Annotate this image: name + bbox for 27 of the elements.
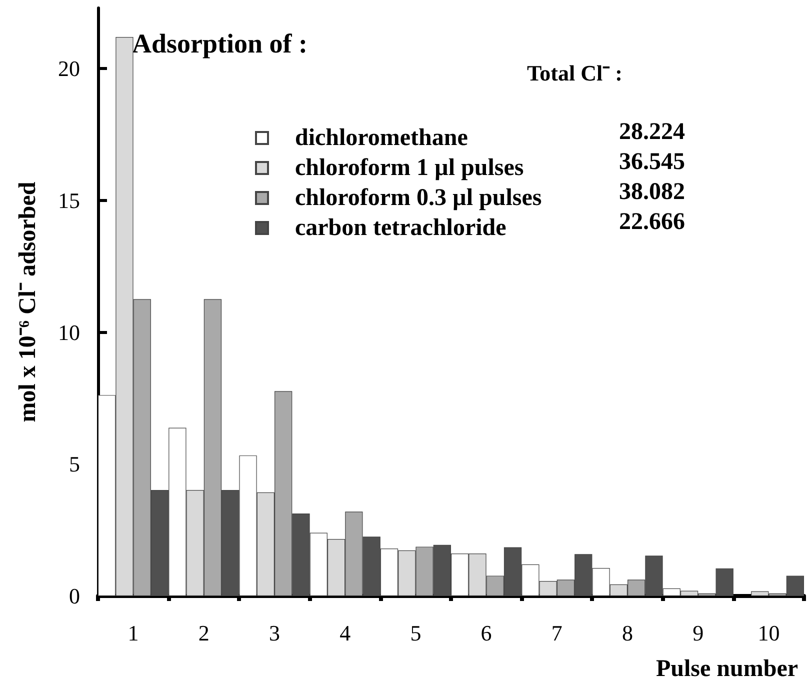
x-tick-label: 8 xyxy=(622,620,633,646)
x-tick-label: 4 xyxy=(340,620,351,646)
legend-label: carbon tetrachloride xyxy=(295,215,507,241)
annotation: 28.224 xyxy=(619,119,685,145)
annotation: 22.666 xyxy=(619,209,685,235)
annotation: 36.545 xyxy=(619,149,685,175)
y-tick-label: 20 xyxy=(58,56,80,82)
x-tick-label: 1 xyxy=(128,620,139,646)
x-axis-title: Pulse number xyxy=(656,656,798,682)
legend-label: chloroform 1 µl pulses xyxy=(295,155,524,181)
y-tick-label: 0 xyxy=(69,584,80,608)
x-tick-label: 5 xyxy=(410,620,422,646)
x-tick-label: 10 xyxy=(758,620,780,646)
x-tick-label: 9 xyxy=(692,620,704,646)
legend-label: dichloromethane xyxy=(295,125,468,151)
x-tick-label: 6 xyxy=(480,620,492,646)
y-tick-label: 5 xyxy=(69,452,80,477)
annotation: 38.082 xyxy=(619,179,685,205)
legend-title: Adsorption of : xyxy=(132,28,308,58)
y-axis-title: mol x 10⁻⁶ Cl⁻ adsorbed xyxy=(15,181,41,422)
x-tick-label: 2 xyxy=(198,620,210,646)
legend-label: chloroform 0.3 µl pulses xyxy=(295,185,542,211)
annotation: Total Cl⁻ : xyxy=(527,60,622,86)
x-tick-label: 7 xyxy=(551,620,562,646)
y-tick-label: 15 xyxy=(58,188,80,213)
x-tick-label: 3 xyxy=(269,620,280,646)
y-tick-label: 10 xyxy=(58,320,80,345)
